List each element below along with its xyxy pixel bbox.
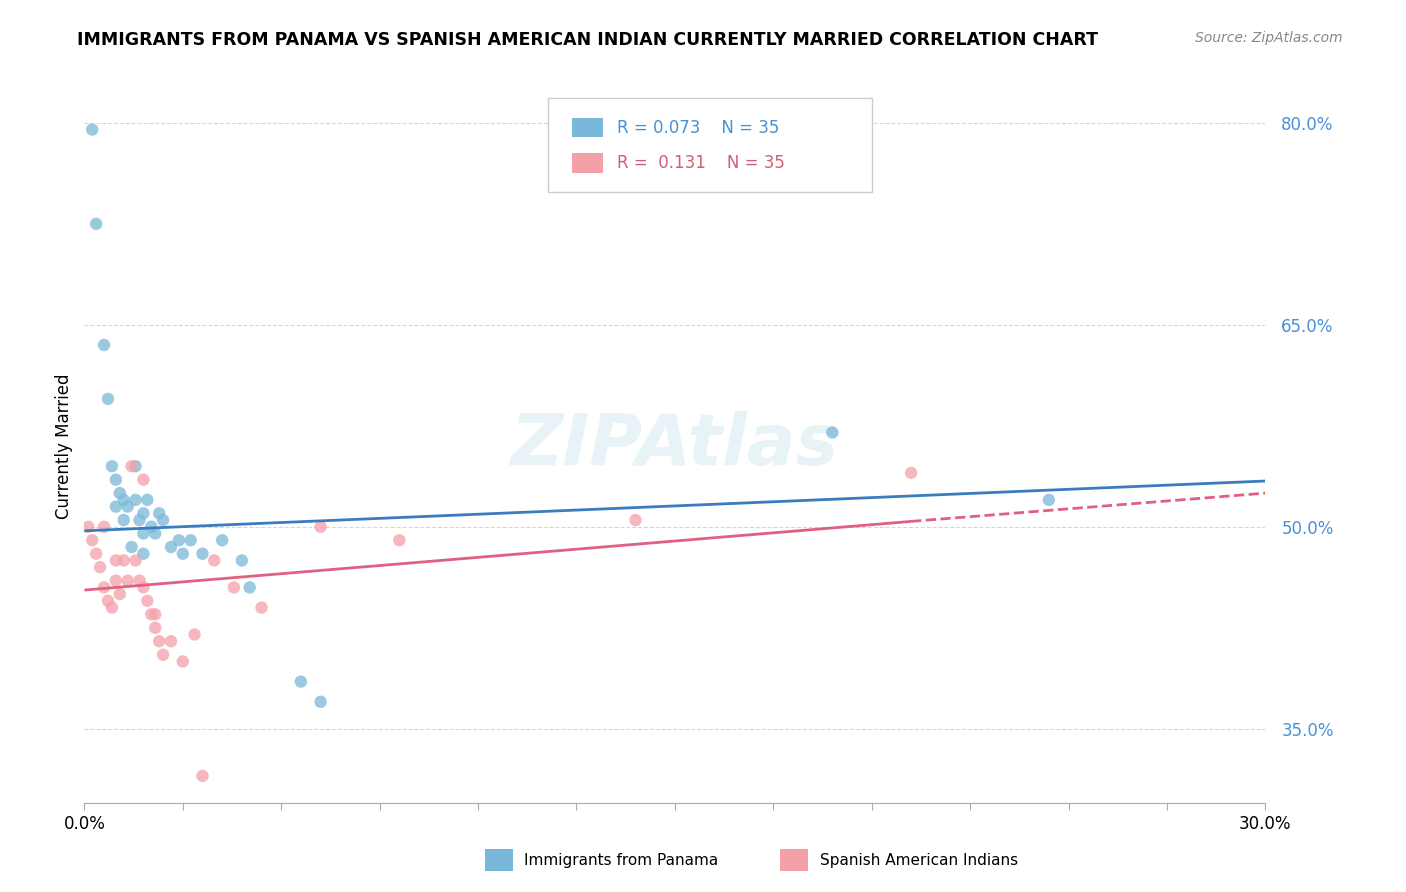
Point bbox=[121, 459, 143, 474]
Point bbox=[136, 492, 159, 507]
Point bbox=[152, 648, 174, 662]
Point bbox=[143, 607, 166, 622]
Point bbox=[167, 533, 190, 548]
Text: ZIPAtlas: ZIPAtlas bbox=[510, 411, 839, 481]
Point bbox=[124, 459, 146, 474]
Point bbox=[93, 580, 115, 594]
Point bbox=[191, 769, 214, 783]
Point bbox=[97, 594, 120, 608]
Point bbox=[112, 492, 135, 507]
Point bbox=[84, 217, 107, 231]
Point bbox=[141, 607, 163, 622]
Text: R =  0.131    N = 35: R = 0.131 N = 35 bbox=[617, 154, 785, 172]
Point bbox=[250, 600, 273, 615]
Text: R = 0.073    N = 35: R = 0.073 N = 35 bbox=[617, 119, 779, 136]
Point bbox=[152, 513, 174, 527]
Point bbox=[239, 580, 262, 594]
Point bbox=[143, 621, 166, 635]
Point bbox=[143, 526, 166, 541]
Point bbox=[136, 594, 159, 608]
Point bbox=[101, 459, 124, 474]
Point bbox=[309, 520, 332, 534]
Point bbox=[290, 674, 312, 689]
Point bbox=[77, 520, 100, 534]
Point bbox=[128, 513, 150, 527]
Point bbox=[117, 574, 139, 588]
Point bbox=[84, 547, 107, 561]
Point bbox=[104, 553, 127, 567]
Point bbox=[183, 627, 205, 641]
Point bbox=[211, 533, 233, 548]
Point bbox=[82, 122, 104, 136]
Point bbox=[141, 520, 163, 534]
Point bbox=[132, 473, 155, 487]
Point bbox=[117, 500, 139, 514]
Point bbox=[108, 587, 131, 601]
Point bbox=[132, 526, 155, 541]
Point bbox=[112, 513, 135, 527]
Point bbox=[93, 520, 115, 534]
Point bbox=[101, 600, 124, 615]
Point bbox=[900, 466, 922, 480]
Point bbox=[108, 486, 131, 500]
Point bbox=[121, 540, 143, 554]
Y-axis label: Currently Married: Currently Married bbox=[55, 373, 73, 519]
Point bbox=[124, 553, 146, 567]
Point bbox=[148, 634, 170, 648]
Point bbox=[202, 553, 225, 567]
Point bbox=[309, 695, 332, 709]
Point bbox=[191, 547, 214, 561]
Text: Immigrants from Panama: Immigrants from Panama bbox=[524, 853, 718, 868]
Point bbox=[132, 580, 155, 594]
Point bbox=[1038, 492, 1060, 507]
Point bbox=[160, 540, 183, 554]
Point bbox=[148, 506, 170, 520]
Point bbox=[104, 574, 127, 588]
Point bbox=[89, 560, 111, 574]
Text: IMMIGRANTS FROM PANAMA VS SPANISH AMERICAN INDIAN CURRENTLY MARRIED CORRELATION : IMMIGRANTS FROM PANAMA VS SPANISH AMERIC… bbox=[77, 31, 1098, 49]
Point bbox=[112, 553, 135, 567]
Point bbox=[388, 533, 411, 548]
Text: Source: ZipAtlas.com: Source: ZipAtlas.com bbox=[1195, 31, 1343, 45]
Point bbox=[231, 553, 253, 567]
Point bbox=[160, 634, 183, 648]
Point bbox=[132, 547, 155, 561]
Point bbox=[124, 492, 146, 507]
Point bbox=[82, 533, 104, 548]
Point bbox=[132, 506, 155, 520]
Point bbox=[104, 500, 127, 514]
Text: Spanish American Indians: Spanish American Indians bbox=[820, 853, 1018, 868]
Point bbox=[624, 513, 647, 527]
Point bbox=[180, 533, 202, 548]
Point bbox=[172, 547, 194, 561]
Point bbox=[93, 338, 115, 352]
Point bbox=[104, 473, 127, 487]
Point bbox=[128, 574, 150, 588]
Point bbox=[821, 425, 844, 440]
Point bbox=[172, 655, 194, 669]
Point bbox=[97, 392, 120, 406]
Point bbox=[222, 580, 245, 594]
